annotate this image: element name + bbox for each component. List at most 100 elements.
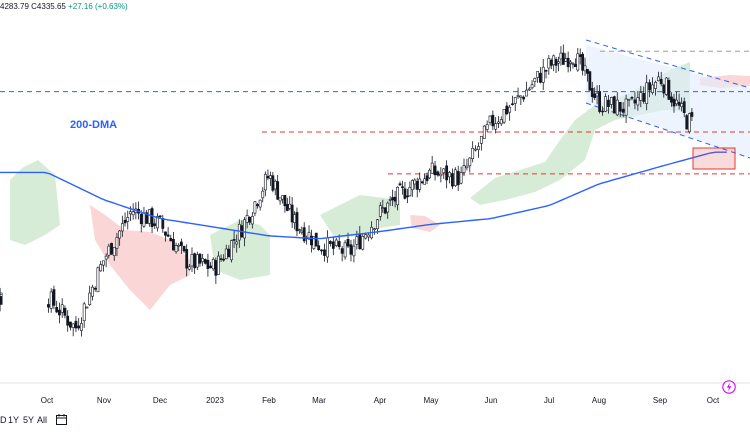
candle-body (474, 148, 477, 151)
candle-body (541, 66, 545, 83)
candle-body (198, 253, 202, 264)
candle-body (624, 98, 628, 116)
cloud-region-5 (410, 215, 440, 232)
candle-body (604, 96, 607, 112)
candle-body (288, 203, 292, 209)
candle-body (519, 95, 523, 98)
candle-body (505, 105, 509, 115)
candle-body (408, 187, 412, 197)
x-tick-label: Oct (707, 396, 720, 405)
candle-body (253, 201, 257, 214)
candle-body (557, 61, 560, 64)
candle-body (559, 52, 563, 60)
candle-body (566, 57, 570, 68)
candle-body (269, 175, 272, 179)
candle-body (123, 219, 127, 224)
candle-body (317, 245, 321, 251)
candle-body (659, 78, 663, 85)
candle-body (583, 65, 587, 72)
candle-body (508, 106, 512, 113)
candle-body (256, 204, 259, 207)
candle-body (58, 309, 61, 316)
candle-body (340, 248, 344, 254)
candle-body (423, 178, 427, 185)
candle-body (410, 180, 414, 191)
candle-body (185, 249, 189, 269)
candle-body (248, 217, 252, 223)
candle-body (214, 260, 218, 276)
candle-body (685, 115, 689, 130)
candle-body (630, 97, 634, 99)
candle-body (230, 240, 233, 261)
candle-body (536, 71, 540, 78)
candle-body (433, 165, 437, 176)
candle-body (383, 207, 387, 214)
candle-body (485, 124, 489, 130)
candle-body (451, 173, 454, 187)
candle-body (281, 195, 284, 200)
candle-body (651, 84, 654, 93)
candle-body (367, 234, 371, 238)
candle-body (290, 204, 294, 223)
candle-body (564, 58, 568, 62)
candle-body (187, 266, 191, 270)
candle-body (349, 244, 353, 255)
candle-body (276, 181, 280, 200)
candle-body (343, 242, 347, 258)
candle-body (107, 245, 111, 256)
range-button-1y[interactable]: 1Y (8, 415, 20, 425)
candle-body (554, 59, 558, 66)
range-button-d[interactable]: D (0, 415, 7, 425)
candle-body (687, 113, 691, 133)
candle-body (243, 219, 246, 239)
candle-body (403, 188, 407, 199)
candle-body (530, 84, 534, 89)
candle-body (479, 135, 483, 144)
candle-body (203, 258, 207, 264)
candle-body (331, 241, 335, 249)
candle-body (222, 258, 226, 261)
candle-body (118, 230, 122, 239)
calendar-icon[interactable] (56, 414, 67, 425)
candle-body (147, 209, 151, 224)
candle-body (293, 214, 296, 223)
candle-body (576, 53, 580, 71)
candle-body (657, 76, 660, 82)
candle-body (588, 71, 592, 91)
candle-body (420, 181, 424, 184)
range-button-5y[interactable]: 5Y (23, 415, 35, 425)
x-tick-label: Feb (262, 396, 276, 405)
candle-body (544, 70, 548, 72)
candle-body (376, 219, 379, 229)
candle-body (156, 216, 159, 229)
candle-body (273, 180, 277, 190)
candle-body (581, 53, 585, 71)
candle-body (459, 172, 463, 184)
candle-body (295, 212, 299, 232)
candle-body (142, 212, 146, 227)
price-change: +27.16 (+0.63%) (68, 2, 128, 11)
candle-body (166, 234, 170, 237)
lightning-icon[interactable] (722, 380, 736, 394)
candle-body (195, 254, 199, 268)
candle-body (206, 260, 210, 269)
candle-body (405, 195, 409, 198)
candle-body (396, 186, 399, 206)
candle-body (682, 101, 686, 114)
candle-body (415, 181, 419, 190)
candle-body (477, 146, 480, 151)
x-tick-label: Nov (97, 396, 111, 405)
range-button-all[interactable]: All (37, 415, 48, 425)
candle-body (235, 241, 239, 245)
candle-body (654, 81, 657, 89)
x-tick-label: Jul (544, 396, 554, 405)
candle-body (326, 237, 329, 258)
candle-body (552, 55, 556, 65)
candle-body (482, 125, 486, 139)
candle-body (52, 289, 56, 306)
candle-body (145, 212, 149, 224)
candle-body (334, 239, 338, 246)
candle-body (174, 245, 178, 253)
